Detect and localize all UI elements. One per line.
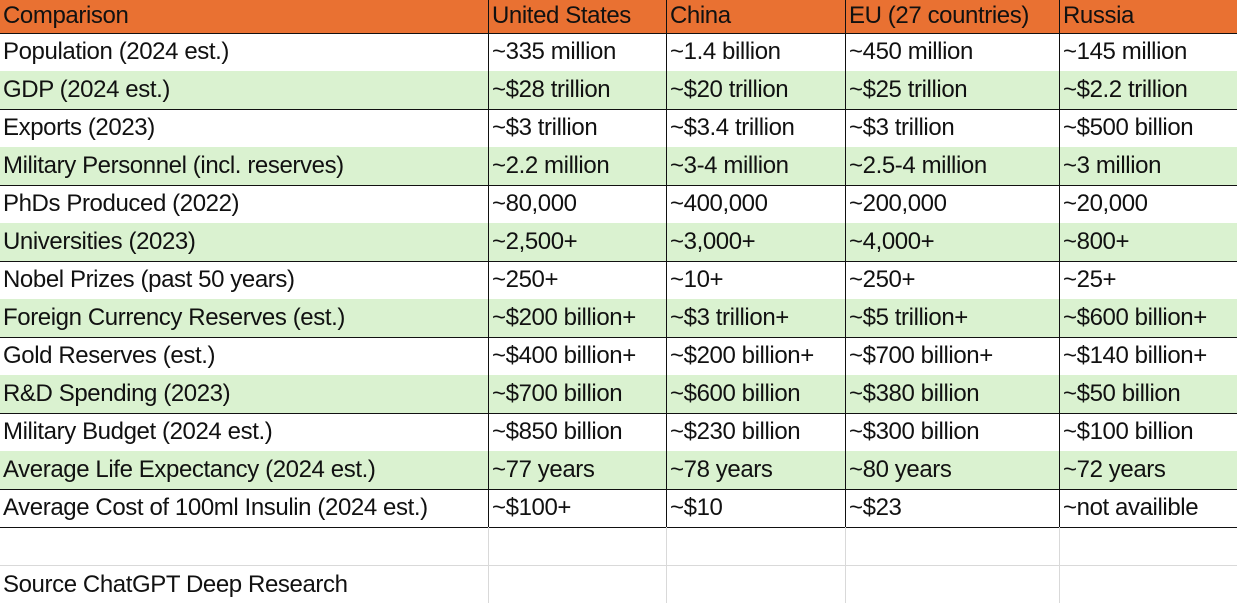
header-cell-russia[interactable]: Russia xyxy=(1063,2,1134,29)
table-row-gold-reserves: Gold Reserves (est.) ~$400 billion+ ~$20… xyxy=(0,337,1237,376)
table-row-nobel-prizes: Nobel Prizes (past 50 years) ~250+ ~10+ … xyxy=(0,261,1237,300)
cell-eu[interactable]: ~$3 trillion xyxy=(846,109,1060,147)
cell-united-states[interactable]: ~2,500+ xyxy=(489,223,667,261)
row-label[interactable]: Exports (2023) xyxy=(0,109,489,147)
empty-cell[interactable] xyxy=(489,565,667,603)
cell-russia[interactable]: ~$600 billion+ xyxy=(1063,304,1207,331)
cell-china[interactable]: ~$230 billion xyxy=(667,413,846,451)
cell-russia[interactable]: ~not availible xyxy=(1063,494,1199,521)
cell-united-states[interactable]: ~250+ xyxy=(489,261,667,299)
cell-united-states[interactable]: ~$100+ xyxy=(489,489,667,527)
empty-cell[interactable] xyxy=(667,565,846,603)
cell-united-states[interactable]: ~2.2 million xyxy=(489,147,667,185)
row-label[interactable]: Gold Reserves (est.) xyxy=(0,337,489,375)
cell-united-states[interactable]: ~$400 billion+ xyxy=(489,337,667,375)
row-label[interactable]: Population (2024 est.) xyxy=(0,33,489,71)
cell-eu[interactable]: ~450 million xyxy=(846,33,1060,71)
cell-eu[interactable]: ~$5 trillion+ xyxy=(846,299,1060,337)
empty-cell[interactable] xyxy=(0,527,489,565)
cell-russia[interactable]: ~3 million xyxy=(1063,152,1162,179)
cell-united-states[interactable]: ~$3 trillion xyxy=(489,109,667,147)
cell-eu[interactable]: ~250+ xyxy=(846,261,1060,299)
empty-cell[interactable] xyxy=(846,527,1060,565)
cell-china[interactable]: ~10+ xyxy=(667,261,846,299)
cell-eu[interactable]: ~$23 xyxy=(846,489,1060,527)
cell-china[interactable]: ~$200 billion+ xyxy=(667,337,846,375)
table-row-population: Population (2024 est.) ~335 million ~1.4… xyxy=(0,33,1237,72)
source-note[interactable]: Source ChatGPT Deep Research xyxy=(0,565,489,603)
row-label[interactable]: GDP (2024 est.) xyxy=(0,71,489,109)
table-row-rd-spending: R&D Spending (2023) ~$700 billion ~$600 … xyxy=(0,375,1237,414)
empty-cell[interactable] xyxy=(1060,527,1237,565)
table-row-foreign-currency-reserves: Foreign Currency Reserves (est.) ~$200 b… xyxy=(0,299,1237,338)
cell-china[interactable]: ~$10 xyxy=(667,489,846,527)
cell-eu[interactable]: ~$380 billion xyxy=(846,375,1060,413)
table-row-exports: Exports (2023) ~$3 trillion ~$3.4 trilli… xyxy=(0,109,1237,148)
cell-china[interactable]: ~$600 billion xyxy=(667,375,846,413)
cell-russia[interactable]: ~$2.2 trillion xyxy=(1063,76,1188,103)
cell-eu[interactable]: ~$25 trillion xyxy=(846,71,1060,109)
cell-russia[interactable]: ~20,000 xyxy=(1063,190,1148,217)
row-label[interactable]: Nobel Prizes (past 50 years) xyxy=(0,261,489,299)
empty-row xyxy=(0,527,1237,566)
table-row-insulin-cost: Average Cost of 100ml Insulin (2024 est.… xyxy=(0,489,1237,528)
row-label[interactable]: Universities (2023) xyxy=(0,223,489,261)
table-row-military-personnel: Military Personnel (incl. reserves) ~2.2… xyxy=(0,147,1237,186)
row-label[interactable]: Average Cost of 100ml Insulin (2024 est.… xyxy=(0,489,489,527)
row-label[interactable]: Average Life Expectancy (2024 est.) xyxy=(0,451,489,489)
cell-united-states[interactable]: ~77 years xyxy=(489,451,667,489)
cell-china[interactable]: ~3,000+ xyxy=(667,223,846,261)
cell-russia[interactable]: ~$500 billion xyxy=(1063,114,1194,141)
cell-china[interactable]: ~400,000 xyxy=(667,185,846,223)
table-row-gdp: GDP (2024 est.) ~$28 trillion ~$20 trill… xyxy=(0,71,1237,110)
row-label[interactable]: R&D Spending (2023) xyxy=(0,375,489,413)
cell-china[interactable]: ~$3.4 trillion xyxy=(667,109,846,147)
header-cell-china[interactable]: China xyxy=(667,0,846,33)
cell-eu[interactable]: ~2.5-4 million xyxy=(846,147,1060,185)
cell-eu[interactable]: ~$300 billion xyxy=(846,413,1060,451)
cell-russia[interactable]: ~800+ xyxy=(1063,228,1130,255)
cell-china[interactable]: ~3-4 million xyxy=(667,147,846,185)
table-row-military-budget: Military Budget (2024 est.) ~$850 billio… xyxy=(0,413,1237,452)
cell-russia[interactable]: ~145 million xyxy=(1063,38,1187,65)
table-row-phds: PhDs Produced (2022) ~80,000 ~400,000 ~2… xyxy=(0,185,1237,224)
cell-united-states[interactable]: ~335 million xyxy=(489,33,667,71)
empty-cell[interactable] xyxy=(1060,565,1237,603)
row-label[interactable]: Military Personnel (incl. reserves) xyxy=(0,147,489,185)
cell-russia[interactable]: ~$100 billion xyxy=(1063,418,1194,445)
row-label[interactable]: PhDs Produced (2022) xyxy=(0,185,489,223)
cell-eu[interactable]: ~200,000 xyxy=(846,185,1060,223)
cell-eu[interactable]: ~80 years xyxy=(846,451,1060,489)
cell-united-states[interactable]: ~$28 trillion xyxy=(489,71,667,109)
row-label[interactable]: Foreign Currency Reserves (est.) xyxy=(0,299,489,337)
cell-russia[interactable]: ~$50 billion xyxy=(1063,380,1181,407)
header-cell-united-states[interactable]: United States xyxy=(489,0,667,33)
cell-russia[interactable]: ~$140 billion+ xyxy=(1063,342,1207,369)
cell-china[interactable]: ~1.4 billion xyxy=(667,33,846,71)
empty-cell[interactable] xyxy=(489,527,667,565)
cell-china[interactable]: ~$3 trillion+ xyxy=(667,299,846,337)
cell-russia[interactable]: ~25+ xyxy=(1063,266,1117,293)
source-row: Source ChatGPT Deep Research xyxy=(0,565,1237,603)
cell-united-states[interactable]: ~$850 billion xyxy=(489,413,667,451)
cell-russia[interactable]: ~72 years xyxy=(1063,456,1166,483)
cell-united-states[interactable]: ~$700 billion xyxy=(489,375,667,413)
header-cell-comparison[interactable]: Comparison xyxy=(0,0,489,33)
header-cell-eu[interactable]: EU (27 countries) xyxy=(846,0,1060,33)
empty-cell[interactable] xyxy=(846,565,1060,603)
cell-china[interactable]: ~$20 trillion xyxy=(667,71,846,109)
table-row-life-expectancy: Average Life Expectancy (2024 est.) ~77 … xyxy=(0,451,1237,490)
row-label[interactable]: Military Budget (2024 est.) xyxy=(0,413,489,451)
table-row-universities: Universities (2023) ~2,500+ ~3,000+ ~4,0… xyxy=(0,223,1237,262)
cell-eu[interactable]: ~$700 billion+ xyxy=(846,337,1060,375)
header-row: Comparison United States China EU (27 co… xyxy=(0,0,1237,34)
cell-eu[interactable]: ~4,000+ xyxy=(846,223,1060,261)
empty-cell[interactable] xyxy=(667,527,846,565)
cell-united-states[interactable]: ~$200 billion+ xyxy=(489,299,667,337)
cell-china[interactable]: ~78 years xyxy=(667,451,846,489)
cell-united-states[interactable]: ~80,000 xyxy=(489,185,667,223)
